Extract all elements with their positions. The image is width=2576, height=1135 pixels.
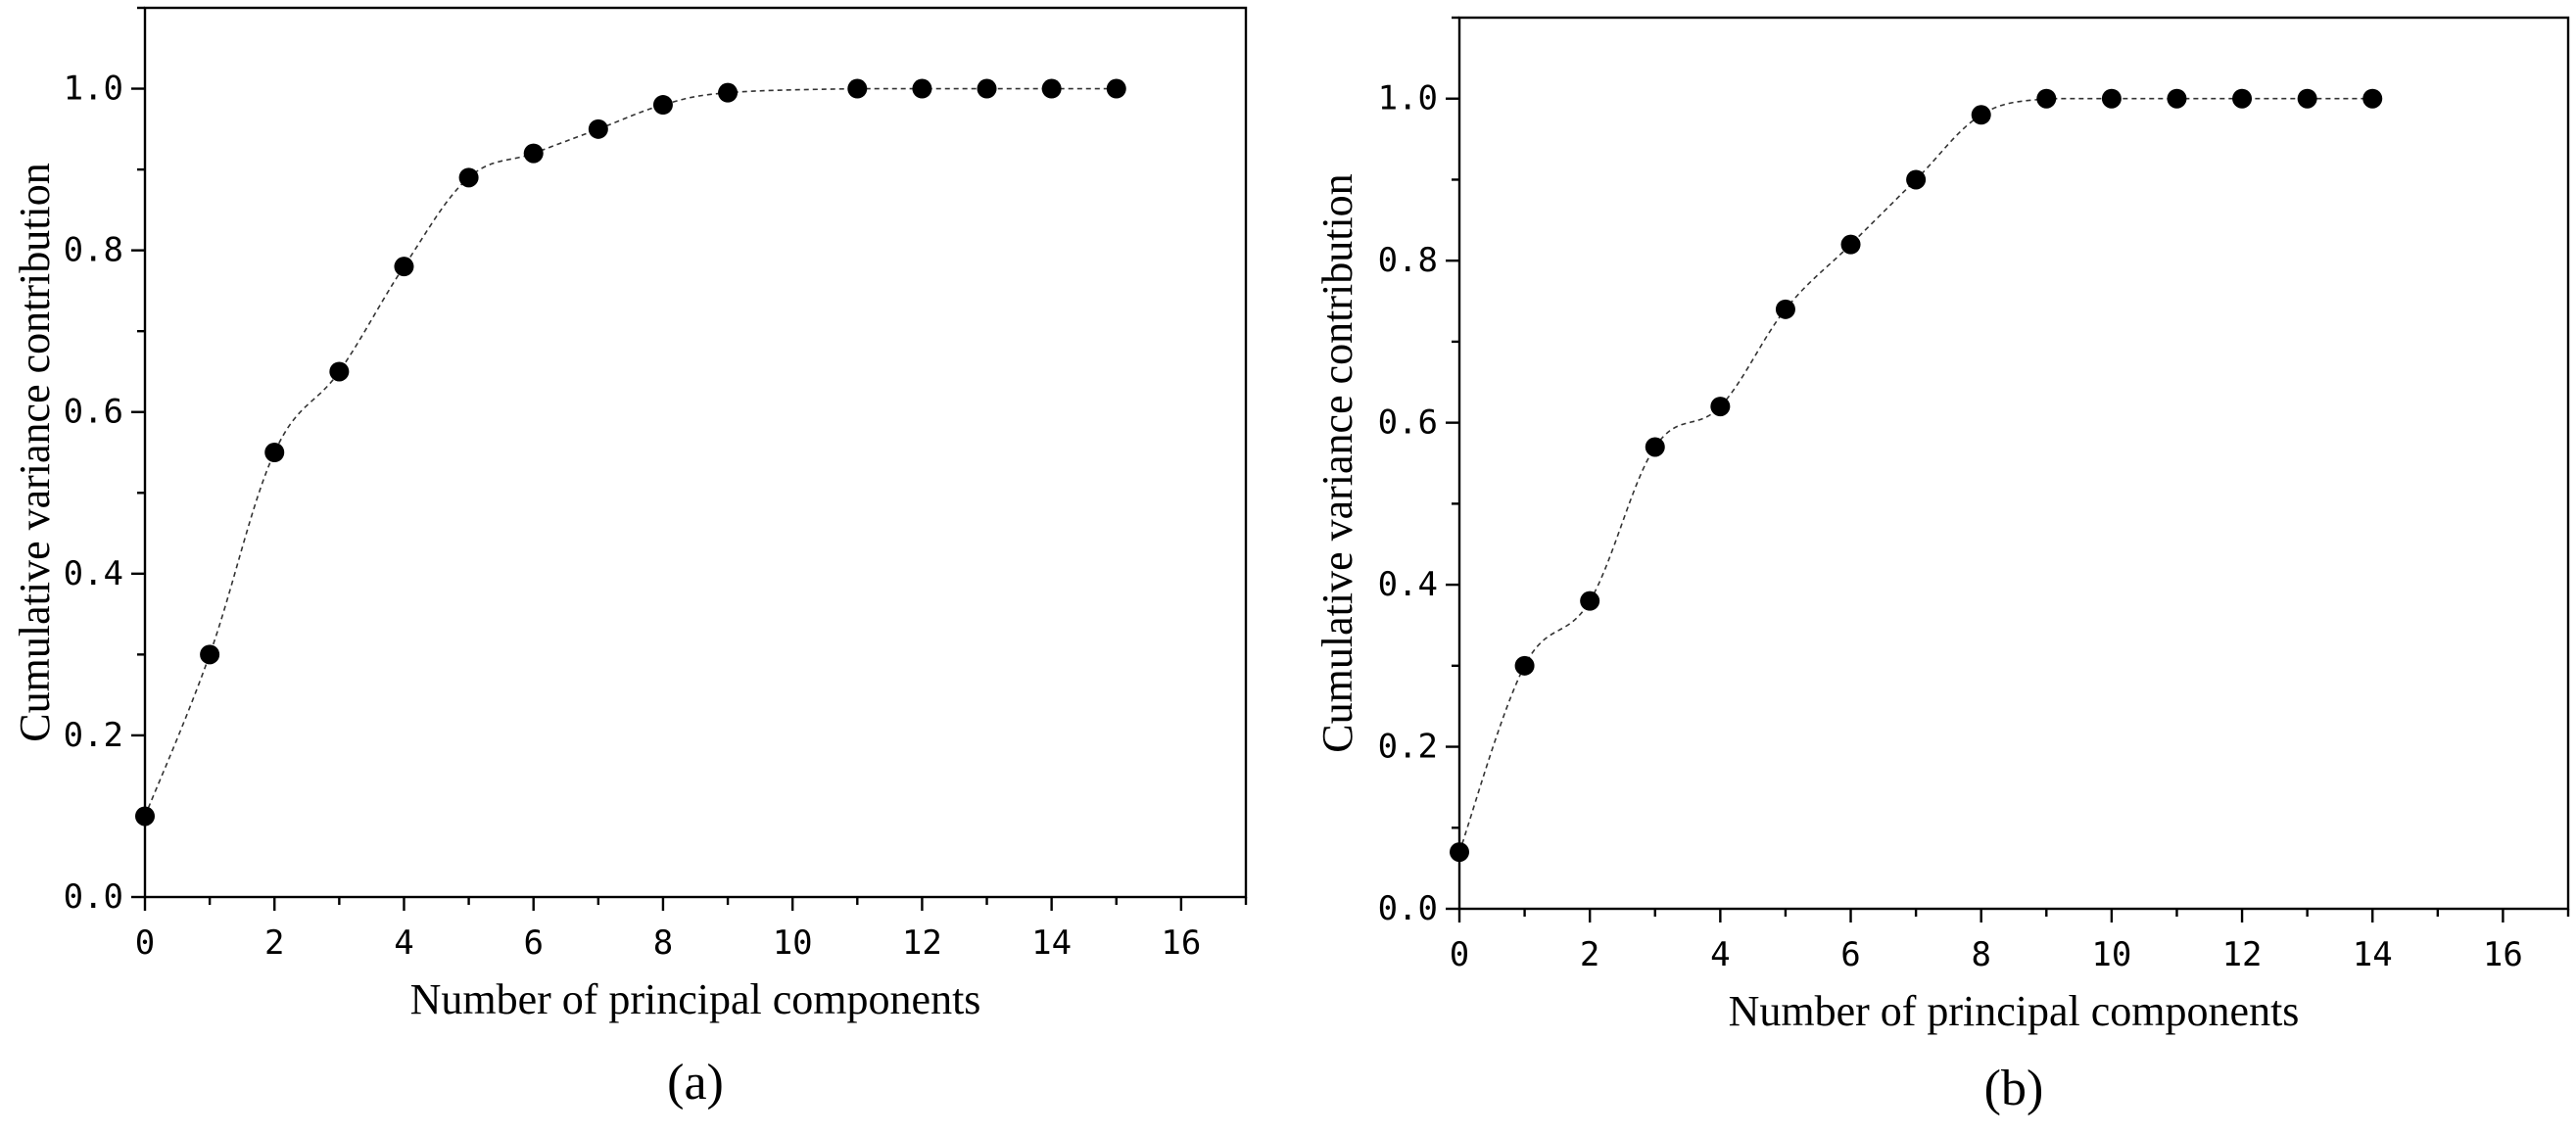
data-point: [912, 78, 932, 99]
x-tick-label: 8: [1971, 935, 1990, 974]
y-tick-label: 0.4: [64, 554, 123, 593]
panel-label: (a): [667, 1055, 724, 1111]
x-tick-label: 8: [653, 923, 673, 963]
x-tick-label: 6: [523, 923, 543, 963]
panel-label: (b): [1984, 1061, 2044, 1116]
data-point: [135, 806, 155, 827]
y-tick-label: 0.0: [64, 877, 123, 917]
data-point: [329, 361, 350, 382]
series-line: [144, 87, 1117, 817]
data-point: [1775, 299, 1795, 319]
x-tick-label: 12: [902, 923, 942, 963]
x-tick-label: 2: [264, 923, 284, 963]
x-tick-label: 14: [2353, 935, 2393, 974]
data-point: [1840, 234, 1861, 255]
x-axis-title: Number of principal components: [1729, 987, 2300, 1035]
chart-panel-a: 0 2 4 6 8 10 12 14 16 0.0 0.2 0.4 0.6 0.8 1.0 Number of…: [11, 6, 1248, 1111]
data-point: [523, 143, 544, 164]
data-point: [2297, 88, 2317, 109]
y-tick-label: 0.6: [1378, 403, 1438, 443]
x-axis-title: Number of principal components: [410, 975, 981, 1023]
y-tick-label: 0.2: [1378, 728, 1438, 767]
x-tick-label: 0: [135, 923, 155, 963]
x-tick-label: 6: [1840, 935, 1860, 974]
data-point: [2232, 88, 2253, 109]
data-point: [652, 95, 673, 116]
y-tick-label: 1.0: [64, 70, 123, 109]
chart-panel-b: 0 2 4 6 8 10 12 14 16 0.0 0.2 0.4 0.6 0.8 1.0 Number of…: [1313, 16, 2570, 1116]
data-point: [1580, 591, 1600, 611]
plot-frame: [1457, 16, 2570, 911]
data-point: [1906, 169, 1927, 190]
y-tick-label: 0.2: [64, 716, 123, 755]
data-point: [1710, 397, 1731, 417]
data-point: [1041, 78, 1062, 99]
data-point: [458, 167, 479, 188]
data-point: [588, 118, 608, 139]
x-tick-label: 14: [1031, 923, 1072, 963]
x-tick-label: 4: [394, 923, 413, 963]
data-point: [1514, 655, 1535, 676]
x-tick-label: 10: [2091, 935, 2131, 974]
x-tick-label: 16: [1161, 923, 1201, 963]
y-tick-label: 0.0: [1378, 889, 1438, 928]
data-point: [977, 78, 997, 99]
data-point: [2101, 88, 2122, 109]
data-point: [2362, 88, 2383, 109]
series-line: [1458, 97, 2373, 853]
x-tick-label: 4: [1710, 935, 1730, 974]
data-point: [1645, 437, 1665, 457]
data-point: [1106, 78, 1126, 99]
x-tick-label: 2: [1580, 935, 1599, 974]
y-axis-title: Cumulative variance contribution: [1313, 173, 1361, 752]
data-point: [394, 257, 414, 277]
y-tick-label: 0.6: [64, 393, 123, 432]
x-tick-label: 12: [2222, 935, 2263, 974]
data-point: [718, 82, 739, 103]
plot-frame: [143, 6, 1248, 899]
data-point: [2167, 88, 2187, 109]
x-tick-label: 10: [773, 923, 813, 963]
y-axis-title: Cumulative variance contribution: [11, 163, 59, 741]
data-point: [1971, 105, 1991, 125]
data-point: [200, 644, 220, 665]
x-tick-label: 0: [1450, 935, 1469, 974]
data-point: [264, 443, 285, 462]
y-tick-label: 0.4: [1378, 565, 1438, 604]
data-point: [2036, 88, 2057, 109]
y-tick-label: 0.8: [64, 231, 123, 270]
y-tick-label: 0.8: [1378, 241, 1438, 280]
y-tick-label: 1.0: [1378, 79, 1438, 118]
data-point: [1450, 842, 1469, 863]
x-tick-label: 16: [2483, 935, 2523, 974]
data-point: [847, 78, 868, 99]
